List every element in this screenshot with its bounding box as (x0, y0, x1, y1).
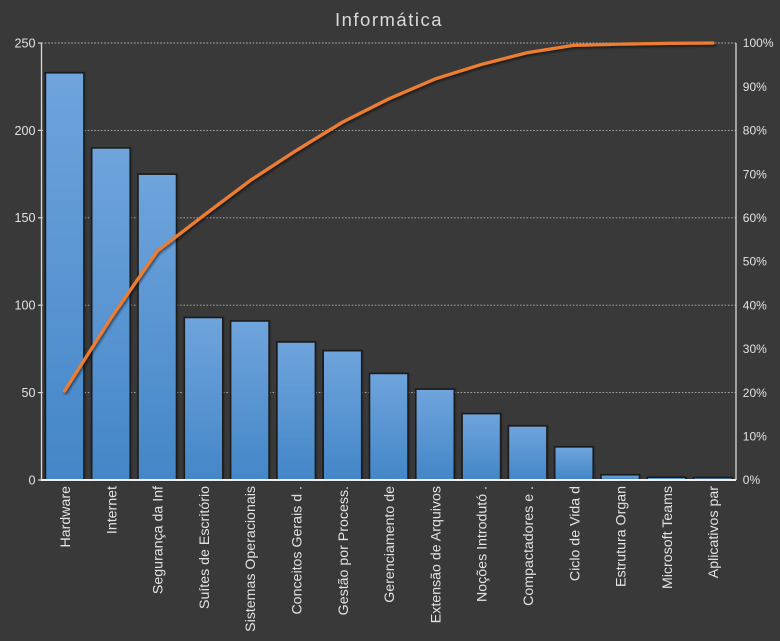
svg-text:Aplicativos par: Aplicativos par (706, 486, 722, 579)
svg-text:70%: 70% (743, 167, 767, 181)
svg-text:150: 150 (14, 211, 35, 225)
svg-text:Gerenciamento de: Gerenciamento de (382, 486, 398, 603)
svg-text:0: 0 (28, 473, 35, 487)
svg-text:100: 100 (14, 299, 35, 313)
svg-text:50: 50 (21, 386, 35, 400)
svg-text:Suítes de Escritório: Suítes de Escritório (197, 486, 213, 609)
svg-text:30%: 30% (743, 342, 767, 356)
svg-text:50%: 50% (743, 255, 767, 269)
svg-text:40%: 40% (743, 298, 767, 312)
svg-text:Microsoft Teams: Microsoft Teams (660, 486, 676, 589)
svg-text:Segurança da Inf: Segurança da Inf (151, 486, 167, 594)
svg-text:10%: 10% (743, 430, 767, 444)
svg-text:Gestão por Process.: Gestão por Process. (336, 486, 352, 615)
svg-text:Estrutura Organ: Estrutura Organ (614, 486, 630, 587)
svg-text:Hardware: Hardware (58, 486, 74, 548)
svg-text:Ciclo de Vida d: Ciclo de Vida d (567, 486, 583, 581)
svg-text:60%: 60% (743, 211, 767, 225)
svg-text:250: 250 (14, 36, 35, 50)
svg-text:80%: 80% (743, 124, 767, 138)
svg-text:Compactadores e .: Compactadores e . (521, 486, 537, 606)
svg-text:20%: 20% (743, 386, 767, 400)
svg-text:200: 200 (14, 124, 35, 138)
svg-text:Internet: Internet (104, 486, 120, 534)
svg-text:Noções Introdutó .: Noções Introdutó . (475, 486, 491, 602)
svg-text:Extensão de Arquivos: Extensão de Arquivos (428, 486, 444, 623)
svg-text:90%: 90% (743, 80, 767, 94)
svg-text:Conceitos Gerais d .: Conceitos Gerais d . (289, 486, 305, 615)
svg-text:0%: 0% (743, 473, 761, 487)
svg-text:100%: 100% (743, 36, 774, 50)
svg-text:Informática: Informática (335, 9, 443, 30)
svg-text:Sistemas Operacionais: Sistemas Operacionais (243, 486, 259, 632)
